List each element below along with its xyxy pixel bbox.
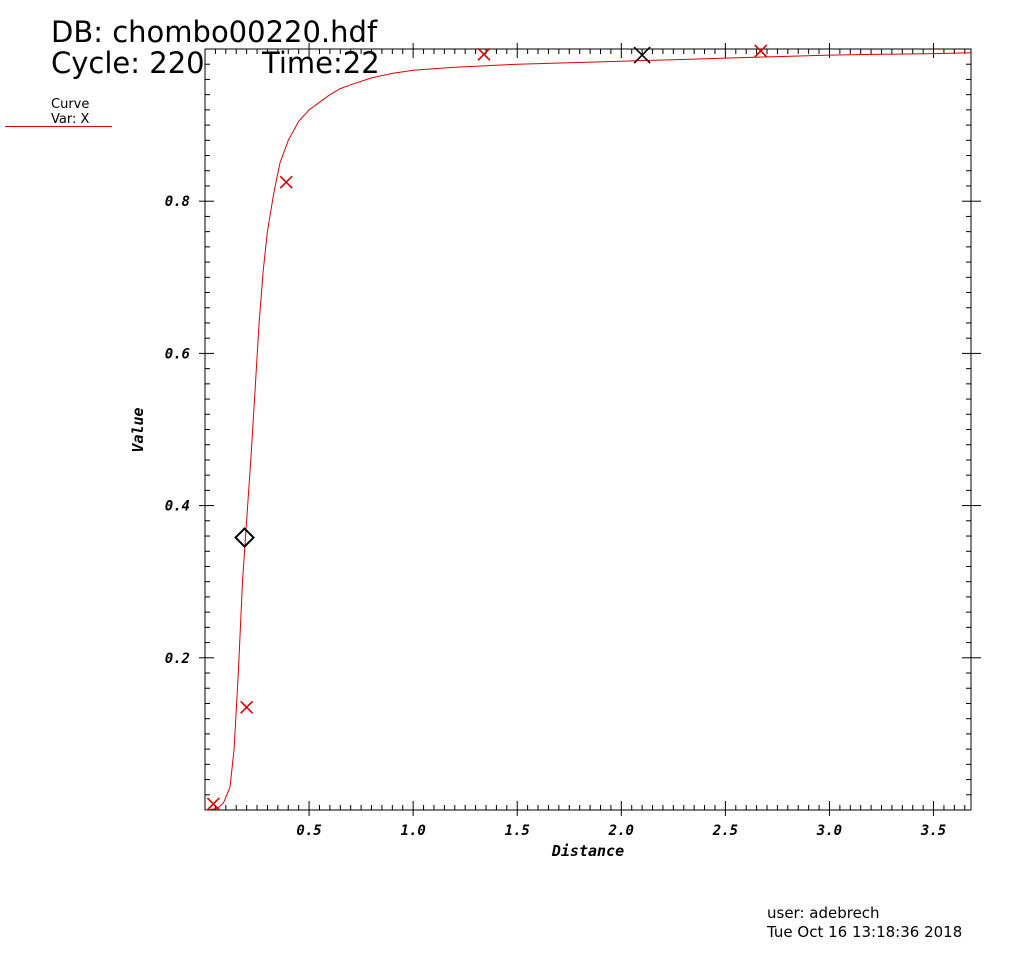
x-tick-label: 3.5 <box>920 823 946 839</box>
diamond-marker <box>234 527 255 548</box>
x-tick-label: 1.5 <box>505 823 530 839</box>
y-tick-label: 0.6 <box>165 346 190 362</box>
x-marker <box>279 175 293 189</box>
x-marker <box>206 797 220 811</box>
x-marker <box>240 700 254 714</box>
x-tick-label: 2.0 <box>608 823 634 839</box>
x-marker <box>633 46 651 64</box>
database-title: DB: chombo00220.hdf <box>51 15 378 49</box>
x-axis-ticks: 0.5 1.0 1.5 2.0 2.5 3.0 3.5 <box>296 43 946 839</box>
y-tick-label: 0.4 <box>165 499 190 515</box>
x-marker <box>477 47 491 61</box>
minor-ticks <box>205 49 971 810</box>
cycle-label: Cycle: 220 <box>51 46 205 80</box>
plot-frame <box>204 48 972 811</box>
y-tick-label: 0.2 <box>165 651 190 667</box>
legend-line-swatch <box>5 126 112 127</box>
x-marker <box>754 44 768 58</box>
x-axis-title: Distance <box>551 842 624 860</box>
footer-date: Tue Oct 16 13:18:36 2018 <box>767 923 963 941</box>
x-tick-label: 3.0 <box>816 823 842 839</box>
time-label: Time:22 <box>262 46 380 80</box>
y-tick-label: 0.8 <box>165 194 190 210</box>
x-tick-label: 0.5 <box>296 823 321 839</box>
footer-user: user: adebrech <box>767 904 880 922</box>
y-axis-ticks: 0.2 0.4 0.6 0.8 <box>165 194 981 667</box>
legend-title: Curve <box>51 97 90 112</box>
markers <box>206 44 768 811</box>
legend-variable: Var: X <box>51 112 90 127</box>
x-tick-label: 1.0 <box>401 823 426 839</box>
series-line <box>204 52 972 811</box>
x-tick-label: 2.5 <box>712 823 738 839</box>
y-axis-title: Value <box>129 407 147 452</box>
